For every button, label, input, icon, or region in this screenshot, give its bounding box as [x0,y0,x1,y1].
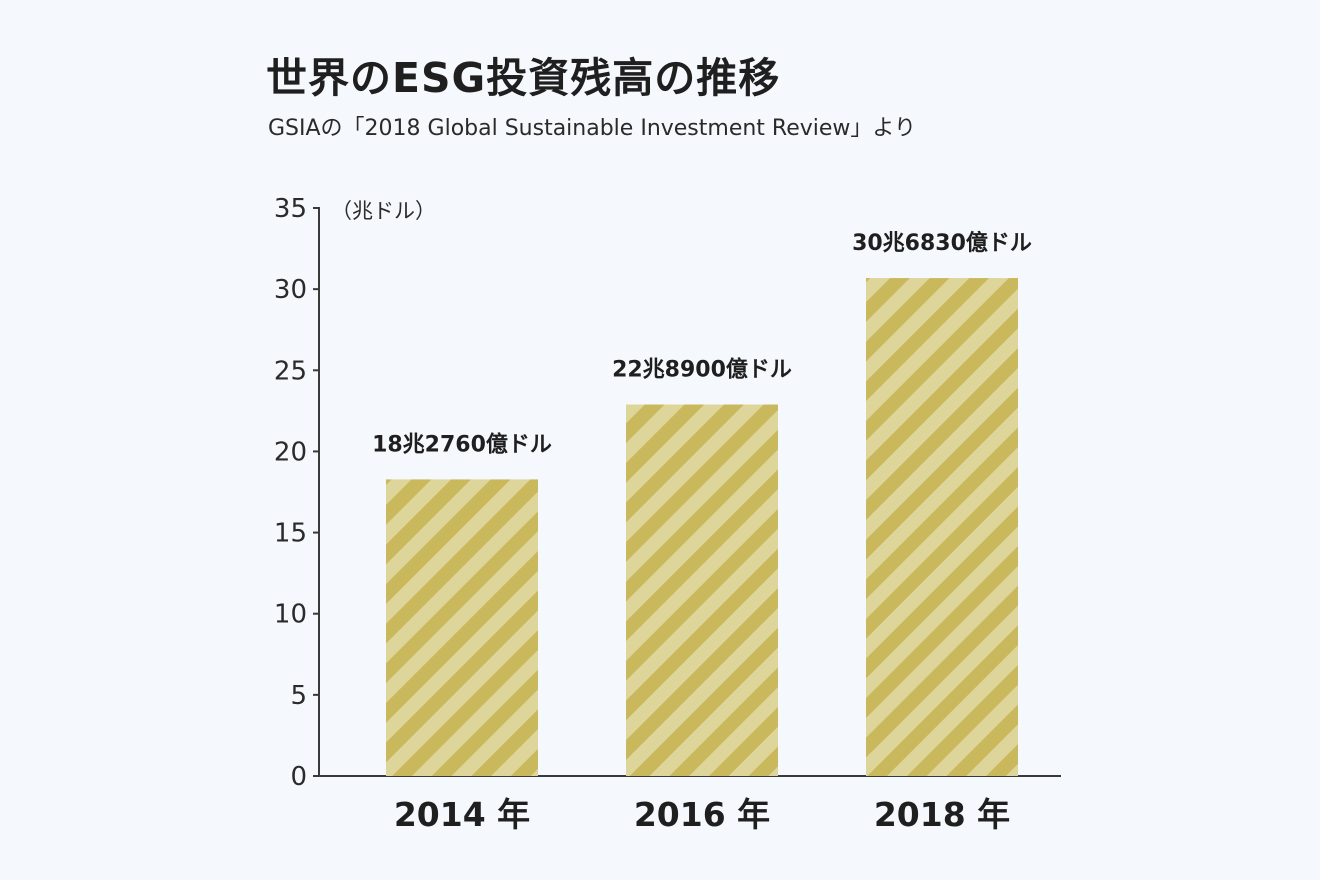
y-tick-label: 25 [274,356,307,386]
bar-value-label: 22兆8900億ドル [612,357,792,383]
y-tick-label: 5 [290,681,307,711]
y-tick-label: 30 [274,275,307,305]
bar-1 [626,404,778,776]
y-tick-label: 20 [274,437,307,467]
y-tick-label: 10 [274,600,307,630]
bar-value-label: 30兆6830億ドル [852,230,1032,256]
x-category-label: 2018 年 [874,795,1010,834]
bar-0 [386,479,538,776]
y-unit-label: （兆ドル） [331,199,436,223]
y-tick-label: 35 [274,194,307,224]
chart-title: 世界のESG投資残高の推移 [266,54,781,102]
y-tick-label: 15 [274,519,307,549]
bar-2 [866,278,1018,776]
x-category-label: 2014 年 [394,795,530,834]
bar-value-label: 18兆2760億ドル [372,431,552,457]
x-category-label: 2016 年 [634,795,770,834]
chart-subtitle: GSIAの「2018 Global Sustainable Investment… [268,116,916,141]
y-tick-label: 0 [290,762,307,792]
